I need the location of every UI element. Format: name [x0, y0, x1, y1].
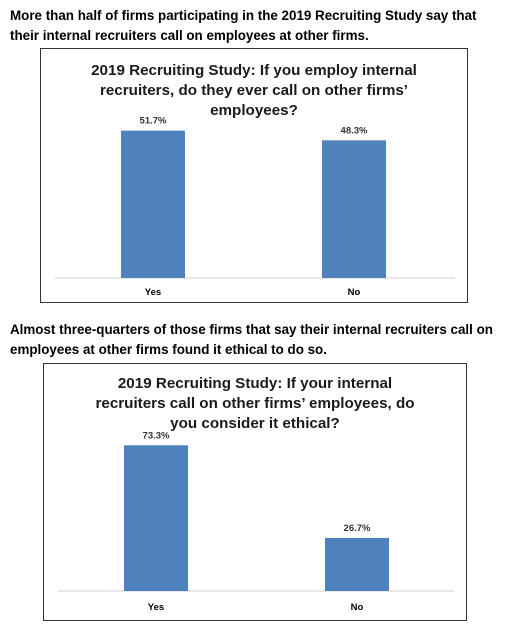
chart-1-title: 2019 Recruiting Study: If you employ int…	[41, 61, 467, 121]
chart-2: 2019 Recruiting Study: If your internal …	[43, 363, 467, 621]
chart-1-plot: 51.7% Yes 48.3% No	[55, 116, 455, 298]
chart-2-title-line-3: you consider it ethical?	[170, 415, 340, 432]
chart-2-category-label-no: No	[351, 602, 364, 613]
chart-1: 2019 Recruiting Study: If you employ int…	[40, 48, 468, 303]
chart-2-category-label-yes: Yes	[148, 602, 164, 613]
chart-1-category-label-no: No	[348, 287, 361, 298]
chart-1-bar-no	[322, 140, 386, 278]
intro-text-2: Almost three-quarters of those firms tha…	[10, 322, 493, 357]
chart-1-title-line-1: 2019 Recruiting Study: If you employ int…	[91, 62, 417, 79]
chart-1-title-line-3: employees?	[210, 102, 298, 119]
chart-1-category-label-yes: Yes	[145, 287, 161, 298]
intro-text-1: More than half of firms participating in…	[10, 8, 477, 43]
chart-2-data-label-yes: 73.3%	[143, 430, 170, 441]
chart-2-plot: 73.3% Yes 26.7% No	[58, 430, 454, 613]
chart-1-data-label-yes: 51.7%	[140, 116, 167, 127]
chart-2-data-label-no: 26.7%	[344, 523, 371, 534]
chart-2-title-line-1: 2019 Recruiting Study: If your internal	[117, 375, 393, 392]
chart-2-bar-no	[325, 537, 389, 591]
chart-1-bar-yes	[121, 130, 185, 278]
chart-2-title: 2019 Recruiting Study: If your internal …	[44, 374, 466, 434]
chart-2-title-line-2: recruiters call on other firms’ employee…	[95, 395, 415, 412]
chart-1-data-label-no: 48.3%	[341, 125, 368, 136]
chart-2-bar-yes	[124, 445, 188, 591]
chart-1-title-line-2: recruiters, do they ever call on other f…	[99, 82, 409, 99]
